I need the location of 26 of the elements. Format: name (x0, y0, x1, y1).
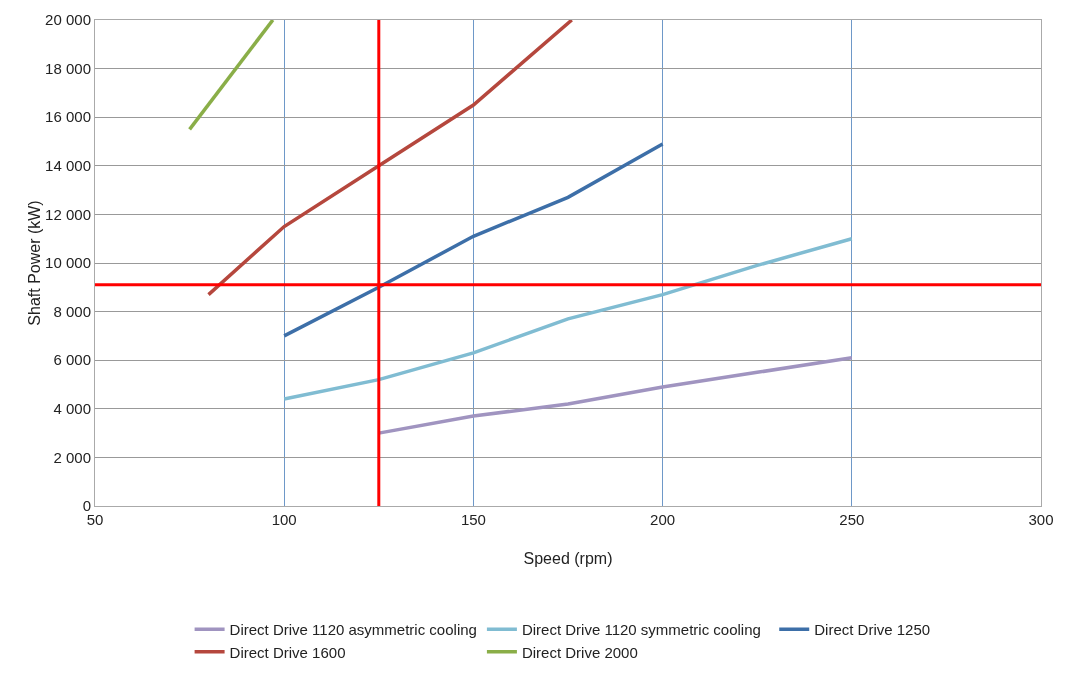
legend-label: Direct Drive 1120 asymmetric cooling (229, 621, 477, 639)
x-tick-label: 250 (839, 511, 865, 528)
line-series (282, 142, 665, 338)
x-tick-label: 100 (271, 511, 297, 528)
line-series (377, 356, 854, 435)
y-tick-label: 18 000 (45, 59, 91, 77)
x-tick-label: 300 (1028, 511, 1054, 528)
legend-label: Direct Drive 1600 (229, 643, 346, 661)
line-series (282, 236, 854, 401)
legend-label: Direct Drive 2000 (521, 643, 638, 661)
y-tick-label: 2 000 (53, 448, 91, 466)
x-axis-title: Speed (rpm) (523, 550, 613, 567)
y-tick-label: 8 000 (53, 302, 91, 320)
y-tick-label: 12 000 (45, 205, 91, 223)
legend-label: Direct Drive 1250 (814, 621, 931, 639)
y-tick-label: 16 000 (45, 108, 91, 126)
y-tick-label: 20 000 (45, 11, 91, 29)
y-tick-label: 6 000 (53, 351, 91, 369)
x-tick-label: 150 (460, 511, 486, 528)
y-tick-label: 14 000 (45, 157, 91, 175)
legend-label: Direct Drive 1120 symmetric cooling (521, 621, 761, 639)
x-tick-label: 200 (650, 511, 676, 528)
y-tick-label: 4 000 (53, 400, 91, 418)
y-axis-title: Shaft Power (kW) (26, 200, 44, 326)
line-series (206, 20, 574, 297)
y-tick-label: 10 000 (45, 254, 91, 272)
